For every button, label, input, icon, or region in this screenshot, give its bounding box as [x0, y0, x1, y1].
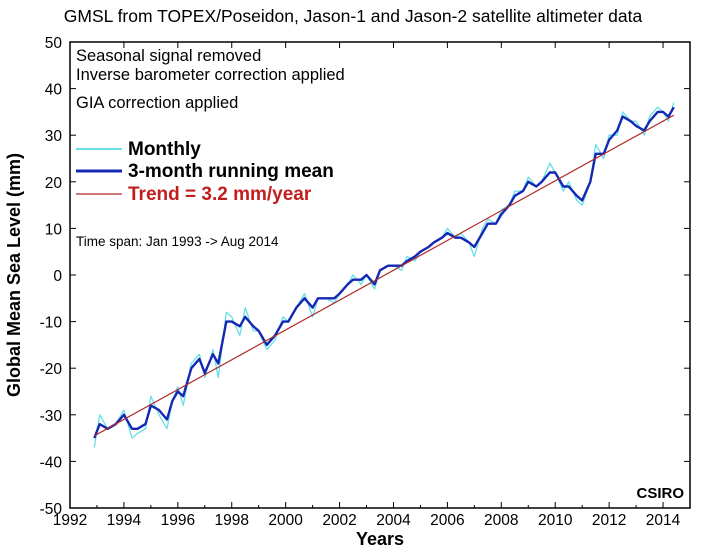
x-tick-label: 1996	[161, 512, 195, 529]
annotation-seasonal: Seasonal signal removed	[76, 47, 261, 65]
y-tick-label: -20	[40, 361, 63, 378]
x-tick-label: 1998	[214, 512, 248, 529]
y-tick-label: -10	[40, 315, 63, 332]
x-axis-label: Years	[356, 529, 404, 549]
legend: Monthly 3-month running mean Trend = 3.2…	[76, 139, 334, 205]
y-tick-label: 30	[45, 128, 63, 145]
x-tick-label: 2000	[268, 512, 303, 529]
y-tick-label: 50	[45, 35, 63, 52]
legend-label-running-mean: 3-month running mean	[128, 161, 334, 182]
x-tick-label: 2002	[322, 512, 356, 529]
x-tick-label: 2012	[592, 512, 626, 529]
x-tick-label: 2014	[646, 512, 681, 529]
legend-label-monthly: Monthly	[128, 139, 201, 160]
y-tick-label: -40	[40, 454, 63, 471]
annotation-gia: GIA correction applied	[76, 94, 238, 112]
y-tick-label: 40	[45, 82, 63, 99]
y-axis: -50 -40 -30 -20 -10 0 10 20 30 40 50	[40, 35, 690, 518]
series-trend	[94, 114, 675, 437]
chart-title: GMSL from TOPEX/Poseidon, Jason-1 and Ja…	[64, 6, 643, 26]
series-running-mean	[93, 106, 675, 439]
y-tick-label: 10	[45, 221, 63, 238]
time-span-note: Time span: Jan 1993 -> Aug 2014	[76, 234, 279, 249]
y-tick-label: 0	[53, 268, 62, 285]
x-tick-label: 2006	[430, 512, 464, 529]
x-tick-label: 2010	[538, 512, 573, 529]
annotation-inverse-barometer: Inverse barometer correction applied	[76, 66, 345, 84]
credit-label: CSIRO	[636, 485, 684, 502]
series-layer	[93, 102, 675, 448]
y-tick-label: -30	[40, 408, 63, 425]
legend-label-trend: Trend = 3.2 mm/year	[128, 184, 312, 205]
x-tick-label: 1994	[107, 512, 142, 529]
y-axis-label: Global Mean Sea Level (mm)	[4, 153, 24, 397]
x-tick-label: 2008	[484, 512, 518, 529]
x-tick-label: 1992	[53, 512, 87, 529]
y-tick-label: -50	[40, 501, 63, 518]
y-tick-label: 20	[45, 175, 63, 192]
x-tick-label: 2004	[376, 512, 411, 529]
x-axis: 1992 1994 1996 1998 2000 2002 2004 2006 2008 2010…	[53, 42, 681, 529]
